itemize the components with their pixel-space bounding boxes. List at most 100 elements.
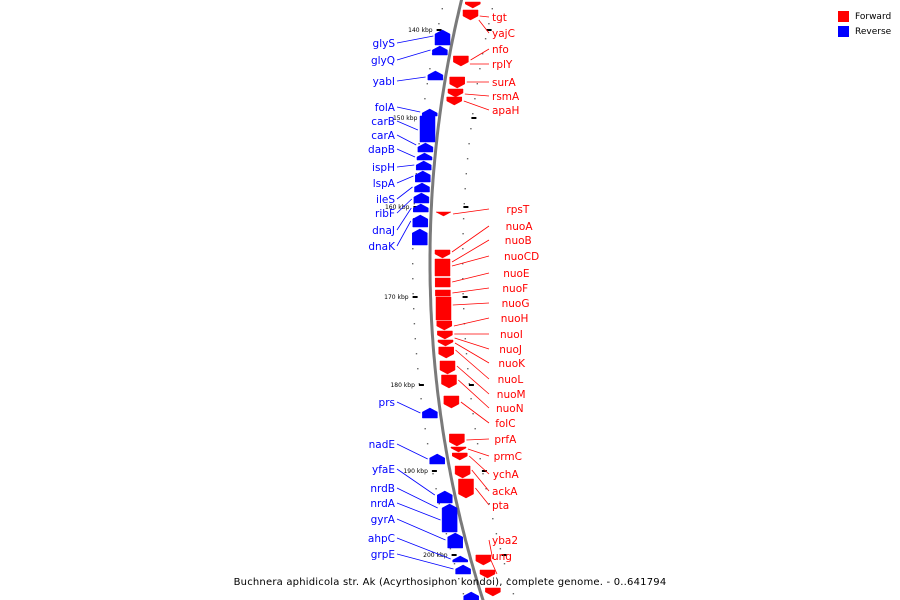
reverse-gene-block[interactable] (441, 503, 458, 533)
forward-gene-block[interactable] (479, 569, 496, 579)
forward-gene-label-prmC[interactable]: prmC (494, 451, 522, 463)
forward-gene-label-nfo[interactable]: nfo (492, 44, 509, 56)
reverse-gene-block[interactable] (413, 203, 429, 213)
reverse-gene-block[interactable] (427, 70, 444, 81)
reverse-gene-label-ileS[interactable]: ileS (376, 194, 395, 206)
forward-gene-block[interactable] (458, 478, 474, 499)
reverse-gene-label-yfaE[interactable]: yfaE (372, 464, 395, 476)
forward-gene-block[interactable] (453, 55, 469, 67)
reverse-gene-block[interactable] (447, 532, 463, 549)
forward-gene-block[interactable] (437, 339, 454, 347)
forward-gene-block[interactable] (449, 76, 465, 89)
reverse-gene-block[interactable] (415, 160, 432, 171)
forward-gene-label-pta[interactable]: pta (492, 500, 509, 512)
forward-gene-block[interactable] (434, 258, 451, 277)
forward-gene-label-yajC[interactable]: yajC (492, 28, 515, 40)
reverse-gene-label-ispH[interactable]: ispH (372, 162, 395, 174)
reverse-gene-block[interactable] (413, 192, 430, 204)
forward-gene-label-nuoA[interactable]: nuoA (506, 221, 534, 233)
reverse-gene-label-dnaJ[interactable]: dnaJ (372, 225, 395, 237)
forward-gene-block[interactable] (454, 465, 471, 479)
forward-gene-label-ychA[interactable]: ychA (493, 469, 520, 481)
reverse-gene-label-ahpC[interactable]: ahpC (368, 533, 395, 545)
forward-gene-block[interactable] (452, 452, 468, 461)
reverse-gene-block[interactable] (417, 142, 434, 153)
forward-gene-block[interactable] (446, 96, 463, 106)
forward-gene-label-nuoCD[interactable]: nuoCD (504, 251, 539, 263)
forward-gene-label-rsmA[interactable]: rsmA (492, 91, 520, 103)
forward-gene-label-tgt[interactable]: tgt (492, 12, 507, 24)
forward-gene-label-nuoF[interactable]: nuoF (502, 283, 528, 295)
forward-gene-label-nuoH[interactable]: nuoH (501, 313, 529, 325)
forward-gene-block[interactable] (435, 296, 452, 321)
reverse-gene-block[interactable] (452, 555, 468, 563)
reverse-gene-block[interactable] (432, 45, 448, 56)
forward-gene-label-nuoE[interactable]: nuoE (503, 268, 529, 280)
forward-gene-block[interactable] (438, 346, 454, 359)
reverse-gene-block[interactable] (455, 564, 471, 575)
reverse-gene-label-ribF[interactable]: ribF (375, 208, 395, 220)
forward-gene-label-surA[interactable]: surA (492, 77, 516, 89)
reverse-gene-block[interactable] (429, 453, 445, 465)
forward-gene-block[interactable] (434, 249, 451, 259)
reverse-gene-label-glyS[interactable]: glyS (373, 38, 396, 50)
forward-gene-block[interactable] (436, 320, 453, 331)
reverse-gene-label-dapB[interactable]: dapB (368, 144, 395, 156)
forward-gene-block[interactable] (435, 211, 452, 217)
reverse-gene-label-glyQ[interactable]: glyQ (371, 55, 395, 67)
reverse-gene-label-prs[interactable]: prs (379, 397, 395, 409)
reverse-gene-label-nrdA[interactable]: nrdA (370, 498, 395, 510)
reverse-gene-block[interactable] (434, 29, 451, 46)
reverse-gene-block[interactable] (419, 115, 436, 143)
forward-gene-label-apaH[interactable]: apaH (492, 105, 519, 117)
reverse-gene-label-dnaK[interactable]: dnaK (368, 241, 396, 253)
forward-gene-block[interactable] (443, 395, 460, 409)
forward-gene-label-nuoL[interactable]: nuoL (498, 374, 524, 386)
reverse-gene-label-carB[interactable]: carB (371, 116, 395, 128)
forward-gene-label-nuoB[interactable]: nuoB (505, 235, 532, 247)
forward-gene-label-prfA[interactable]: prfA (494, 434, 517, 446)
forward-gene-block[interactable] (462, 9, 479, 21)
forward-gene-label-rpsT[interactable]: rpsT (506, 204, 529, 216)
forward-gene-block[interactable] (434, 277, 451, 288)
reverse-gene-block[interactable] (412, 228, 428, 246)
forward-gene-block[interactable] (465, 1, 481, 9)
forward-gene-block[interactable] (449, 433, 465, 447)
forward-gene-label-nuoK[interactable]: nuoK (498, 358, 526, 370)
reverse-gene-label-nrdB[interactable]: nrdB (370, 483, 395, 495)
reverse-gene-label-gyrA[interactable]: gyrA (371, 514, 396, 526)
forward-gene-label-folC[interactable]: folC (495, 418, 515, 430)
forward-gene-block[interactable] (437, 330, 453, 340)
forward-gene-label-yba2[interactable]: yba2 (492, 535, 518, 547)
reverse-gene-block[interactable] (416, 152, 433, 161)
forward-gene-label-nuoG[interactable]: nuoG (502, 298, 530, 310)
reverse-gene-label-carA[interactable]: carA (371, 130, 396, 142)
forward-gene-label-ung[interactable]: ung (492, 551, 512, 563)
reverse-gene-label-lspA[interactable]: lspA (373, 178, 396, 190)
reverse-gene-block[interactable] (437, 490, 453, 504)
forward-gene-block[interactable] (435, 289, 451, 297)
reverse-gene-block[interactable] (415, 170, 431, 183)
forward-gene-block[interactable] (475, 554, 492, 566)
forward-gene-block[interactable] (447, 88, 464, 98)
reverse-gene-label-nadE[interactable]: nadE (369, 439, 395, 451)
forward-gene-label-ackA[interactable]: ackA (492, 486, 518, 498)
forward-gene-label-nuoJ[interactable]: nuoJ (499, 344, 522, 356)
forward-gene-block[interactable] (439, 360, 456, 375)
forward-gene-label-rplY[interactable]: rplY (492, 59, 513, 71)
forward-gene-label-nuoM[interactable]: nuoM (497, 389, 526, 401)
forward-gene-block[interactable] (450, 446, 467, 453)
reverse-gene-label-folA[interactable]: folA (375, 102, 396, 114)
forward-gene-block[interactable] (441, 374, 457, 389)
reverse-gene-block[interactable] (412, 214, 429, 228)
reverse-gene-block[interactable] (463, 591, 479, 600)
forward-gene-label-nuoI[interactable]: nuoI (500, 329, 523, 341)
reverse-gene-block[interactable] (421, 108, 438, 117)
forward-gene-block[interactable] (485, 587, 501, 597)
reverse-gene-block[interactable] (414, 182, 430, 193)
reverse-gene-label-yabI[interactable]: yabI (373, 76, 395, 88)
forward-gene-label-nuoN[interactable]: nuoN (496, 403, 524, 415)
reverse-gene-label-grpE[interactable]: grpE (371, 549, 395, 561)
reverse-gene-block[interactable] (422, 407, 438, 419)
